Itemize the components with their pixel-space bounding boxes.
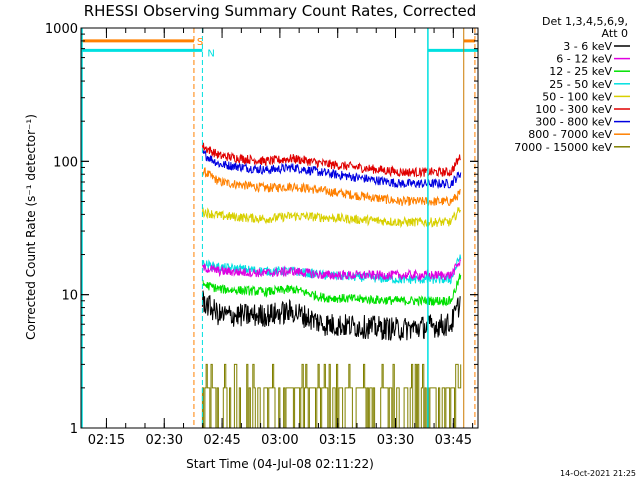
y-tick-label-3: 1000 [45,22,78,37]
x-tick-label-2: 02:45 [203,433,240,448]
y-tick-label-0: 1 [70,422,78,437]
legend-header-line-1: Det 1,3,4,5,6,9, [542,15,628,28]
series-line-2 [202,273,462,307]
plot-area: SN 1 10 100 1000 02:15 02:30 02:45 03:00 03:15 03:… [45,22,630,448]
series-line-5 [201,142,461,179]
legend-label-6: 300 - 800 keV [535,116,612,129]
legend-label-2: 12 - 25 keV [549,65,612,78]
legend-label-0: 3 - 6 keV [563,40,612,53]
night-flag-label: N [207,48,214,59]
y-axis-label: Corrected Count Rate (s⁻¹ detector⁻¹) [24,114,38,340]
y-tick-label-1: 10 [61,289,78,304]
x-axis-label: Start Time (04-Jul-08 02:11:22) [186,457,374,471]
x-tick-label-1: 02:30 [146,433,183,448]
series-line-8 [201,363,462,429]
chart-title: RHESSI Observing Summary Count Rates, Co… [84,2,477,20]
series-line-3 [201,254,462,285]
y-tick-label-2: 100 [53,155,78,170]
legend-header-line-2: Att 0 [602,27,628,40]
x-tick-label-3: 03:00 [261,433,298,448]
date-stamp: 14-Oct-2021 21:25 [560,469,636,478]
x-tick-label-4: 03:15 [319,433,356,448]
series-line-7 [201,167,461,207]
legend-label-5: 100 - 300 keV [535,103,612,116]
legend-label-4: 50 - 100 keV [542,90,612,103]
x-tick-label-5: 03:30 [377,433,414,448]
legend-label-1: 6 - 12 keV [556,53,612,66]
x-tick-label-6: 03:45 [435,433,472,448]
series-line-0 [201,290,461,341]
series-line-1 [201,258,462,282]
series-line-6 [201,149,462,190]
x-tick-label-0: 02:15 [88,433,125,448]
legend-label-3: 25 - 50 keV [549,78,612,91]
legend-label-8: 7000 - 15000 keV [514,141,612,154]
series-line-4 [201,206,462,229]
legend-label-7: 800 - 7000 keV [528,128,612,141]
saa-flag-label: S [197,37,203,48]
